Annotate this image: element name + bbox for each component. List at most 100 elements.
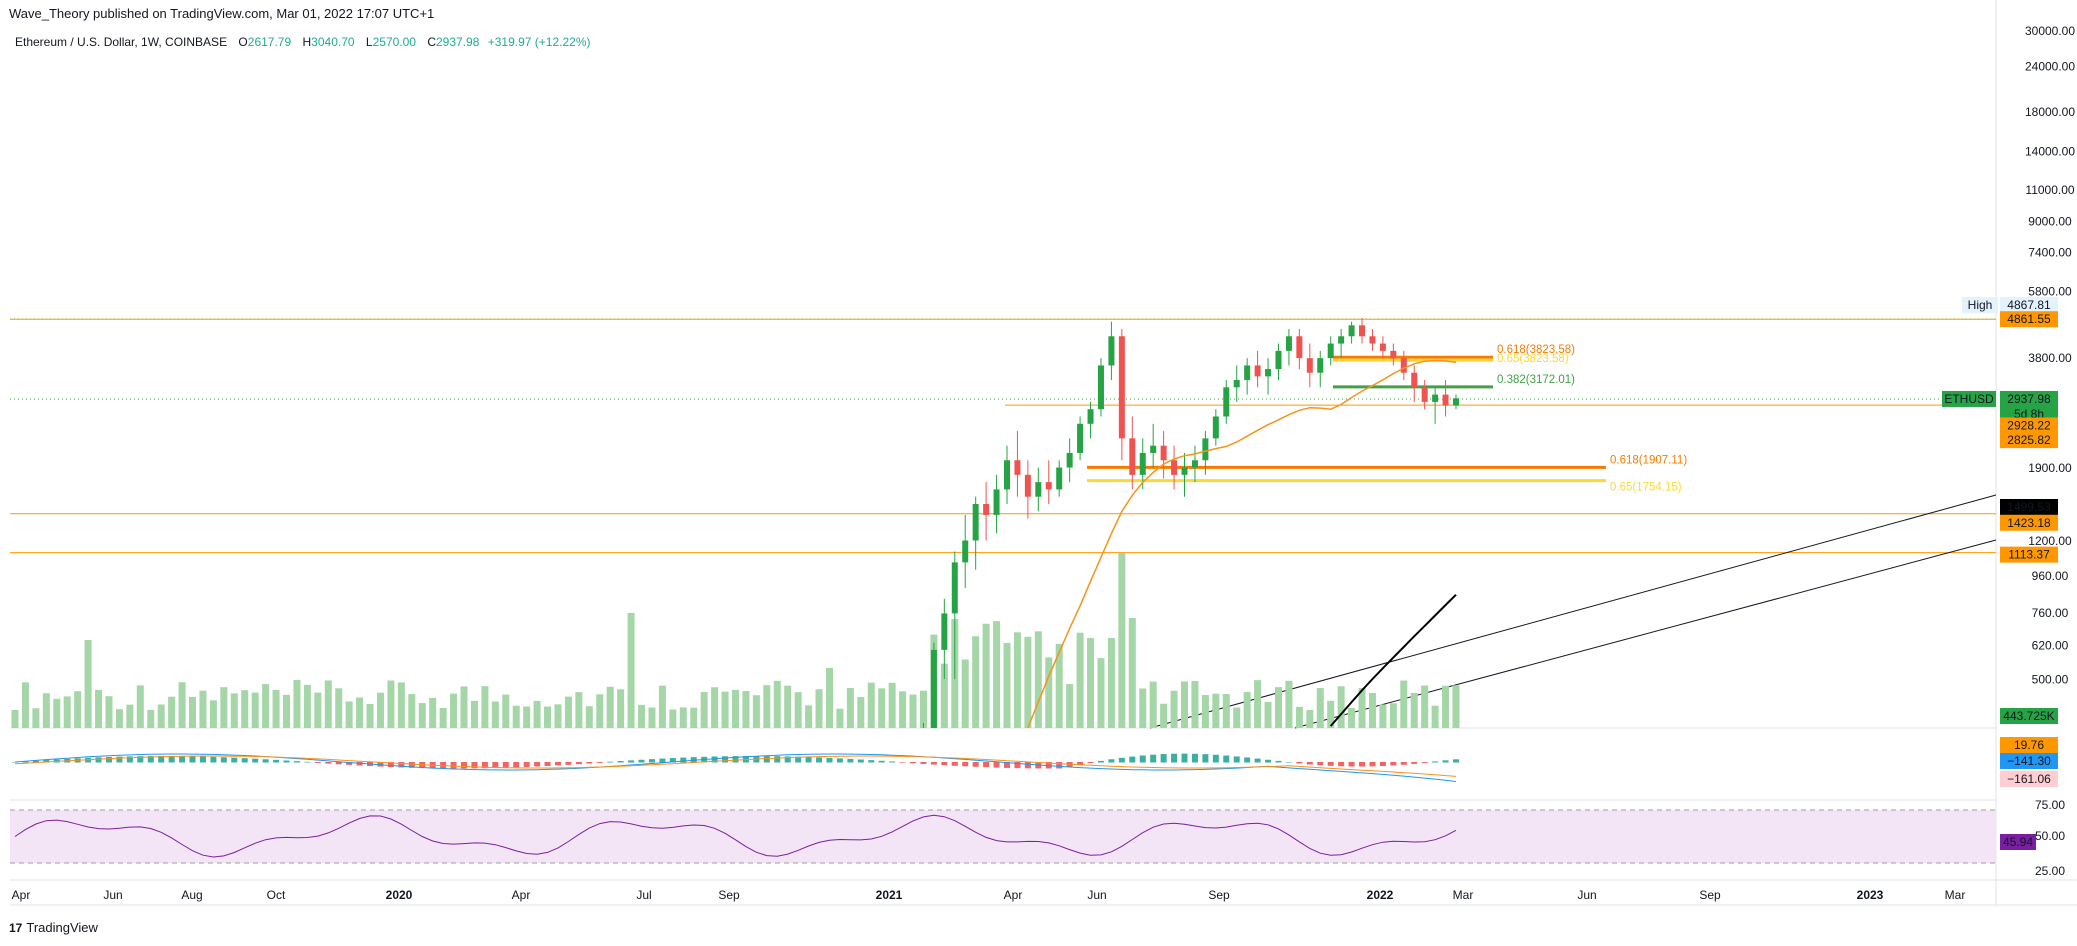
volume-bar: [878, 688, 886, 728]
open-value: 2617.79: [247, 35, 292, 49]
volume-bar: [1024, 636, 1032, 728]
volume-bar: [1400, 680, 1408, 728]
macd-histogram-bar: [231, 757, 238, 763]
macd-histogram-bar: [805, 757, 812, 763]
macd-signal-line: [14, 755, 1457, 777]
candle-body: [1212, 416, 1219, 439]
candle-body: [983, 504, 990, 515]
macd-histogram-bar: [826, 757, 833, 763]
last-price-bg: [2000, 390, 2058, 421]
macd-histogram-bar: [1024, 762, 1031, 769]
macd-histogram-bar: [575, 762, 582, 765]
macd-histogram-bar: [816, 757, 823, 763]
macd-histogram-bar: [920, 762, 927, 764]
macd-histogram-bar: [43, 760, 50, 763]
tradingview-brand[interactable]: 17 TradingView: [9, 920, 98, 935]
volume-bar: [638, 704, 646, 728]
macd-histogram-bar: [680, 757, 687, 763]
ma-200w-line: [1329, 593, 1457, 727]
candle-body: [1066, 452, 1073, 468]
countdown: 5d 8h: [2014, 407, 2044, 421]
volume-bar: [418, 703, 426, 728]
macd-histogram-bar: [1369, 762, 1376, 767]
ma-value-tag-bg: [2000, 417, 2058, 434]
volume-bar: [335, 688, 343, 728]
macd-histogram-bar: [116, 756, 123, 763]
candle-body: [1379, 343, 1386, 351]
volume-bar: [1139, 688, 1147, 728]
macd-histogram-bar: [1118, 757, 1125, 763]
macd-histogram-bar: [283, 760, 290, 763]
volume-tag-bg: [2000, 708, 2058, 724]
macd-histogram-bar: [1087, 762, 1094, 764]
volume-bar: [805, 705, 813, 728]
macd-histogram-bar: [12, 762, 18, 763]
macd-histogram-bar: [513, 762, 520, 768]
volume-bar: [1055, 643, 1063, 728]
high-tag: High: [1968, 298, 1993, 312]
volume-bar: [512, 705, 520, 728]
macd-histogram-bar: [325, 762, 332, 764]
volume-bar: [178, 682, 186, 728]
macd-histogram-bar: [1077, 762, 1084, 765]
price-tick-label: 760.00: [2032, 606, 2069, 620]
macd-histogram-bar: [910, 762, 917, 764]
volume-bar: [1160, 703, 1168, 728]
volume-bar: [157, 704, 165, 728]
high-value-bg: [2000, 297, 2058, 313]
macd-histogram-bar: [941, 762, 948, 766]
close-label: C: [427, 35, 436, 49]
time-tick-label: Jun: [1577, 888, 1596, 902]
macd-histogram-bar: [1359, 762, 1366, 767]
rsi-value-tag-bg: [2000, 834, 2036, 850]
volume-bar: [1097, 658, 1105, 728]
candle-body: [1411, 372, 1418, 388]
volume-bar: [794, 692, 802, 728]
volume-bar: [742, 691, 750, 728]
price-tick-label: 18000.00: [2025, 105, 2075, 119]
macd-histogram-bar: [1442, 760, 1449, 763]
macd-histogram-bar: [972, 762, 979, 767]
macd-histogram-bar: [648, 759, 655, 763]
volume-bar: [32, 708, 40, 728]
candle-body: [1003, 460, 1010, 490]
volume-bar: [502, 694, 510, 728]
candle-body: [941, 613, 948, 650]
volume-bar: [1421, 685, 1429, 728]
volume-bar: [982, 623, 990, 728]
volume-bar: [303, 684, 311, 728]
volume-bar: [168, 696, 176, 728]
macd-histogram-bar: [1296, 762, 1303, 764]
candle-body: [1400, 358, 1407, 373]
macd-histogram-bar: [346, 762, 353, 765]
macd-histogram-bar: [1254, 758, 1261, 763]
time-tick-label: Apr: [12, 888, 31, 902]
macd-histogram-bar: [22, 761, 29, 763]
rsi-75-tick: 75.00: [2035, 798, 2065, 812]
macd-histogram-bar: [1285, 761, 1292, 763]
level-1113-tag-bg: [2000, 546, 2058, 563]
volume-bar: [1368, 692, 1376, 728]
candle-body: [1317, 358, 1324, 373]
volume-bar: [1107, 638, 1115, 728]
macd-histogram-bar: [847, 758, 854, 763]
volume-bar: [554, 704, 562, 728]
high-tag-bg: [1962, 297, 1998, 313]
macd-histogram-bar: [1056, 762, 1063, 769]
macd-histogram-bar: [199, 756, 206, 763]
candle-body: [1077, 423, 1084, 453]
time-tick-label: Oct: [267, 888, 286, 902]
candle-body: [1338, 336, 1345, 344]
volume-bar: [1201, 694, 1209, 728]
candle-body: [962, 540, 969, 563]
time-tick-label: 2020: [386, 888, 413, 902]
volume-bar: [690, 707, 698, 728]
volume-bar: [1243, 692, 1251, 728]
volume-bar: [1128, 618, 1136, 728]
candle-body: [1045, 482, 1052, 490]
time-tick-label: Jun: [103, 888, 122, 902]
volume-bar: [63, 696, 71, 728]
macd-histogram-bar: [617, 761, 624, 763]
macd-histogram-bar: [544, 762, 551, 766]
